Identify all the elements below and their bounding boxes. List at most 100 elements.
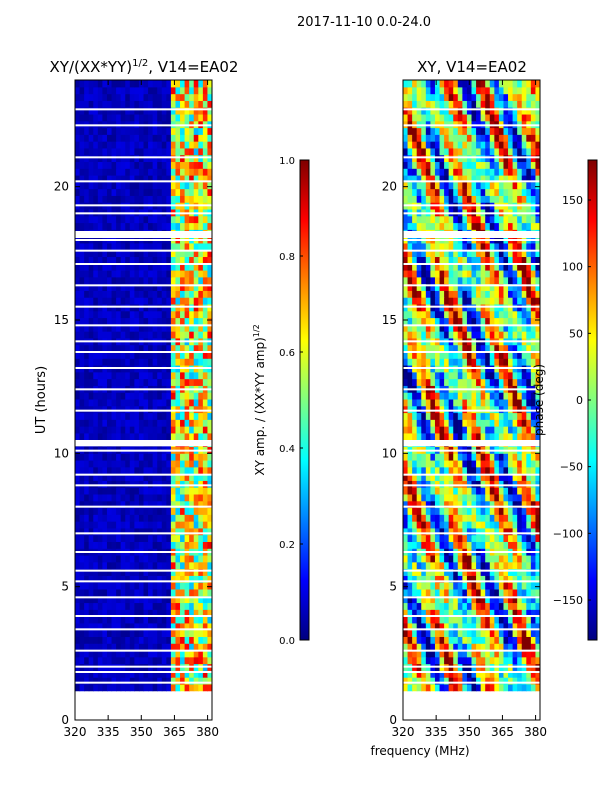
heatmap-cell	[148, 276, 154, 285]
heatmap-cell	[134, 93, 140, 101]
heatmap-cell	[116, 344, 122, 353]
heatmap-cell	[166, 459, 172, 468]
heatmap-cell	[116, 575, 122, 583]
heatmap-cell	[93, 683, 99, 692]
heatmap-cell	[138, 249, 145, 258]
heatmap-cell	[421, 378, 427, 386]
heatmap-cell	[120, 683, 126, 692]
heatmap-cell	[448, 412, 454, 420]
heatmap-cell	[439, 649, 445, 658]
heatmap-cell	[148, 351, 154, 359]
heatmap-cell	[453, 398, 459, 407]
heatmap-cell	[202, 215, 209, 224]
heatmap-cell	[157, 398, 163, 407]
heatmap-cell	[175, 636, 181, 644]
heatmap-cell	[198, 324, 204, 332]
heatmap-cell	[88, 561, 94, 570]
heatmap-cell	[512, 643, 518, 651]
heatmap-cell	[494, 269, 500, 278]
heatmap-cell	[207, 195, 212, 203]
heatmap-cell	[480, 324, 486, 332]
heatmap-cell	[485, 554, 491, 563]
heatmap-cell	[189, 181, 195, 190]
heatmap-cell	[166, 351, 172, 359]
heatmap-cell	[143, 283, 149, 291]
heatmap-cell	[84, 263, 90, 271]
heatmap-cell	[535, 392, 540, 400]
heatmap-cell	[166, 317, 172, 325]
heatmap-cell	[485, 453, 491, 461]
heatmap-cell	[75, 527, 81, 536]
heatmap-cell	[448, 683, 454, 692]
heatmap-cell	[425, 575, 431, 583]
heatmap-cell	[430, 541, 436, 549]
heatmap-cell	[485, 290, 491, 298]
heatmap-cell	[111, 290, 117, 298]
heatmap-cell	[480, 609, 486, 617]
heatmap-cell	[180, 276, 186, 285]
heatmap-cell	[175, 575, 181, 583]
heatmap-cell	[175, 541, 181, 549]
heatmap-cell	[434, 283, 441, 291]
heatmap-cell	[148, 541, 154, 549]
heatmap-cell	[138, 595, 145, 604]
heatmap-cell	[489, 215, 495, 224]
heatmap-cell	[453, 507, 459, 515]
heatmap-cell	[466, 534, 473, 542]
heatmap-cell	[143, 405, 149, 414]
heatmap-cell	[466, 629, 473, 637]
heatmap-cell	[412, 616, 418, 624]
heatmap-cell	[106, 432, 113, 441]
heatmap-cell	[457, 269, 463, 278]
heatmap-cell	[526, 602, 532, 610]
heatmap-cell	[439, 636, 445, 644]
heatmap-cell	[508, 582, 514, 590]
heatmap-cell	[448, 588, 454, 597]
heatmap-cell	[152, 541, 158, 549]
heatmap-cell	[521, 541, 527, 549]
heatmap-cell	[157, 561, 163, 570]
heatmap-cell	[530, 242, 537, 251]
heatmap-cell	[120, 609, 126, 617]
heatmap-cell	[526, 487, 532, 495]
heatmap-cell	[143, 371, 149, 380]
heatmap-cell	[180, 113, 186, 122]
heatmap-cell	[462, 500, 468, 509]
heatmap-cell	[494, 595, 500, 604]
heatmap-cell	[494, 351, 500, 359]
heatmap-cell	[430, 507, 436, 515]
heatmap-cell	[517, 412, 523, 420]
heatmap-cell	[88, 181, 94, 190]
heatmap-cell	[485, 297, 491, 305]
heatmap-cell	[503, 561, 509, 570]
heatmap-cell	[407, 453, 413, 461]
heatmap-cell	[157, 521, 163, 529]
heatmap-cell	[430, 683, 436, 692]
heatmap-cell	[403, 480, 409, 488]
heatmap-cell	[485, 405, 491, 414]
heatmap-cell	[521, 527, 527, 536]
heatmap-cell	[75, 371, 81, 380]
heatmap-cell	[180, 636, 186, 644]
heatmap-cell	[157, 107, 163, 115]
heatmap-cell	[498, 249, 505, 258]
heatmap-cell	[143, 459, 149, 468]
heatmap-cell	[193, 188, 199, 196]
heatmap-cell	[170, 93, 177, 101]
heatmap-cell	[184, 276, 190, 285]
heatmap-cell	[193, 629, 199, 637]
heatmap-cell	[508, 575, 514, 583]
heatmap-cell	[102, 636, 108, 644]
heatmap-cell	[430, 527, 436, 536]
heatmap-cell	[184, 242, 190, 251]
heatmap-cell	[448, 554, 454, 563]
heatmap-cell	[120, 249, 126, 258]
heatmap-cell	[152, 168, 158, 176]
heatmap-cell	[198, 283, 204, 291]
heatmap-cell	[148, 317, 154, 325]
heatmap-cell	[485, 527, 491, 536]
heatmap-cell	[138, 432, 145, 441]
heatmap-cell	[111, 534, 117, 542]
heatmap-cell	[448, 521, 454, 529]
heatmap-cell	[189, 93, 195, 101]
